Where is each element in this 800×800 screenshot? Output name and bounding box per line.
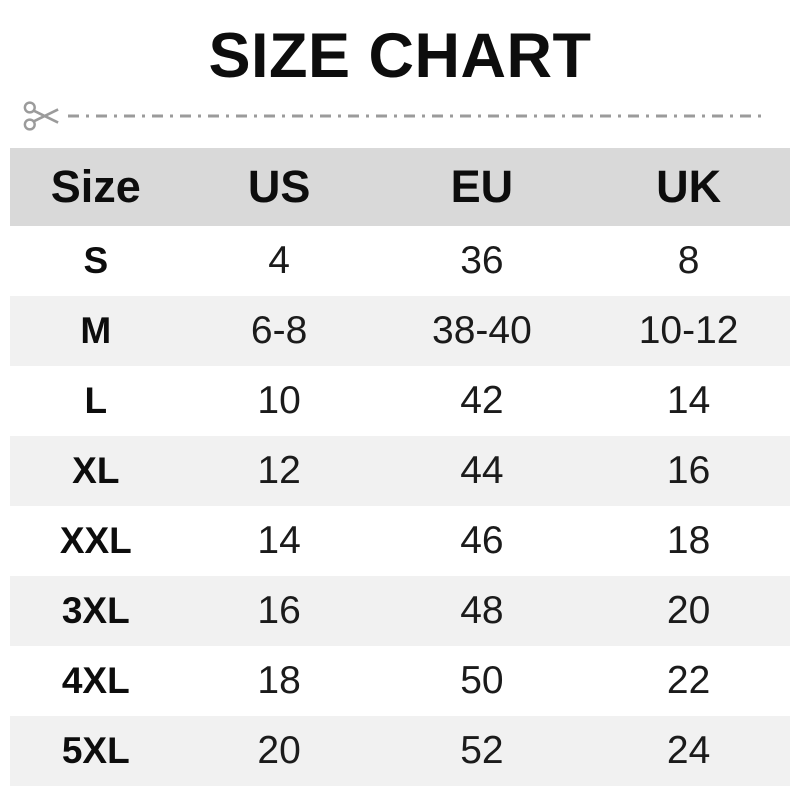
us-value-cell: 10 (257, 379, 301, 422)
dash-dot-line (68, 114, 768, 118)
eu-value-cell: 48 (460, 589, 504, 632)
us-value-cell: 18 (257, 659, 301, 702)
eu-value-cell: 46 (460, 519, 504, 562)
table-row: 3XL 16 48 20 (10, 576, 790, 646)
uk-value-cell: 24 (666, 729, 711, 772)
uk-value-cell: 16 (666, 449, 711, 492)
header-row: Size US EU UK (10, 148, 790, 226)
us-value-cell: 14 (257, 519, 301, 562)
table-row: XXL 14 46 18 (10, 506, 790, 576)
scissors-icon (23, 101, 59, 131)
eu-value-cell: 38-40 (432, 309, 532, 352)
uk-value-cell: 22 (666, 659, 711, 702)
eu-value-cell: 36 (460, 239, 504, 282)
col-header-uk: UK (656, 161, 722, 212)
us-value-cell: 16 (257, 589, 301, 632)
size-table: Size US EU UK S 4 36 8 M 6-8 38-40 10-12… (10, 148, 790, 786)
eu-value-cell: 52 (460, 729, 504, 772)
uk-value-cell: 18 (666, 519, 711, 562)
size-label-cell: 5XL (61, 730, 130, 771)
uk-value-cell: 8 (677, 239, 700, 282)
table-row: XL 12 44 16 (10, 436, 790, 506)
table-row: S 4 36 8 (10, 226, 790, 296)
table-row: 4XL 18 50 22 (10, 646, 790, 716)
us-value-cell: 20 (257, 729, 301, 772)
table-row: L 10 42 14 (10, 366, 790, 436)
size-label-cell: 4XL (61, 660, 130, 701)
col-header-us: US (247, 161, 311, 212)
uk-value-cell: 14 (666, 379, 711, 422)
cut-line (22, 98, 768, 134)
col-header-eu: EU (450, 161, 514, 212)
us-value-cell: 4 (268, 239, 290, 282)
size-label-cell: XL (72, 450, 120, 491)
us-value-cell: 6-8 (250, 309, 308, 352)
table-row: M 6-8 38-40 10-12 (10, 296, 790, 366)
size-label-cell: S (83, 240, 109, 281)
table-row: 5XL 20 52 24 (10, 716, 790, 786)
us-value-cell: 12 (257, 449, 301, 492)
size-label-cell: M (80, 310, 112, 351)
page-title: SIZE CHART (208, 21, 592, 91)
uk-value-cell: 10-12 (638, 309, 739, 352)
size-label-cell: 3XL (61, 590, 130, 631)
eu-value-cell: 42 (460, 379, 504, 422)
eu-value-cell: 50 (460, 659, 504, 702)
size-label-cell: XXL (59, 520, 132, 561)
uk-value-cell: 20 (666, 589, 711, 632)
col-header-size: Size (50, 161, 141, 212)
eu-value-cell: 44 (460, 449, 504, 492)
size-label-cell: L (84, 380, 108, 421)
